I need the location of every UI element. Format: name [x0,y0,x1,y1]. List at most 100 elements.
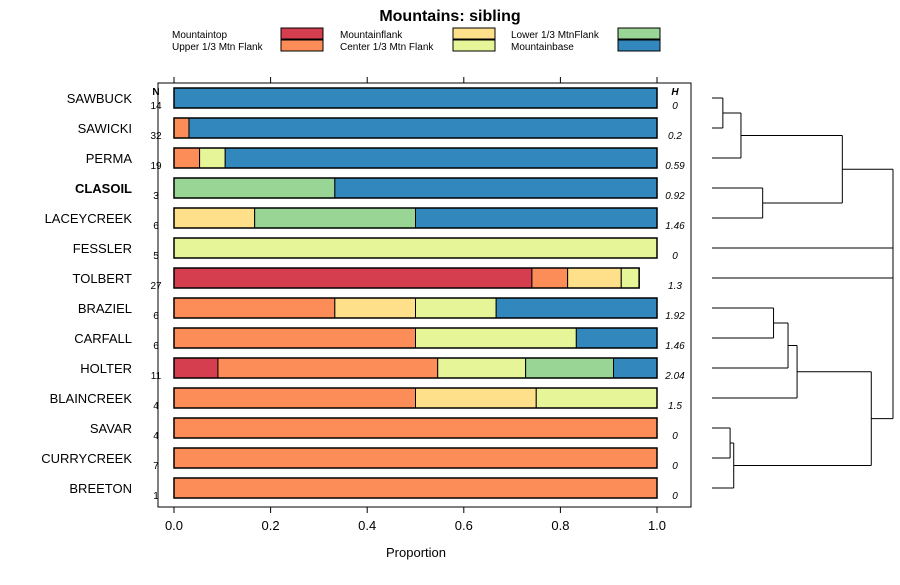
bar-outline [173,477,658,499]
row-h: 1.46 [665,341,685,352]
row-label: TOLBERT [73,271,133,286]
bar-outline [173,387,658,409]
legend-swatch [617,39,661,52]
row-label: CLASOIL [75,181,132,196]
row-n: 5 [153,251,159,262]
bar-segment [173,357,219,379]
row-n: 4 [153,431,159,442]
bar-outline [173,147,658,169]
bar-segment [531,267,569,289]
row-h: 0 [672,251,678,262]
bar-segment [254,207,416,229]
bar-segment [415,297,497,319]
chart-title: Mountains: sibling [379,8,520,25]
row-n: 11 [151,371,162,382]
row-h: 0 [672,461,678,472]
row-h: 0.92 [665,191,685,202]
legend-label: Center 1/3 Mtn Flank [340,42,434,53]
bar-segment [415,387,537,409]
h-column-header: H [671,87,679,98]
bar-segment [173,477,658,499]
row-n: 32 [150,131,162,142]
bar-segment [415,207,658,229]
bar-segment [173,447,658,469]
row-n: 1 [153,491,159,502]
bar-segment [217,357,439,379]
bar-outline [173,447,658,469]
row-h: 0 [672,431,678,442]
row-label: BRAZIEL [78,301,132,316]
bar-segment [495,297,658,319]
x-tick-label: 0.6 [455,518,473,533]
row-label: SAWICKI [78,121,132,136]
bar-segment [575,327,658,349]
bar-segment [173,87,658,109]
bar-segment [620,267,640,289]
legend-swatch [452,27,496,40]
bar-outline [173,417,658,439]
bar-segment [525,357,615,379]
bar-outline [173,267,640,289]
n-column-header: N [152,87,159,98]
bar-outline [173,117,658,139]
bar-segment [173,387,416,409]
legend-label: Upper 1/3 Mtn Flank [172,42,264,53]
x-tick-label: 0.2 [262,518,280,533]
row-label: FESSLER [73,241,132,256]
bar-outline [173,207,658,229]
row-h: 0.59 [665,161,685,172]
row-h: 1.3 [668,281,682,292]
bar-segment [334,297,416,319]
plot-frame [157,82,692,508]
row-n: 6 [153,221,159,232]
row-n: 19 [150,161,162,172]
legend-label: Mountaintop [172,30,227,41]
x-tick-label: 0.4 [358,518,376,533]
bar-segment [567,267,622,289]
x-axis: 0.0 0.2 0.4 0.6 0.8 1.0 [165,507,666,533]
bar-segment [173,267,533,289]
bar-segment [415,327,577,349]
bar-segment [173,117,190,139]
legend-label: Mountainflank [340,30,403,41]
bar-segment [224,147,658,169]
legend-swatch [280,27,324,40]
bar-segment [173,327,416,349]
bar-outline [173,177,658,199]
legend-swatch [452,39,496,52]
bar-outline [173,327,658,349]
row-label: SAWBUCK [67,91,133,106]
row-label: SAVAR [90,421,132,436]
row-n: 27 [150,281,162,292]
bar-outline [173,237,658,259]
row-label: CARFALL [74,331,132,346]
row-label: LACEYCREEK [45,211,133,226]
bar-segment [173,207,256,229]
bar-segment [613,357,658,379]
bar-segment [173,237,658,259]
bar-segment [437,357,527,379]
row-n: 7 [153,461,159,472]
row-h: 0.2 [668,131,682,142]
legend-swatch [280,39,324,52]
row-label: BREETON [69,481,132,496]
row-h: 1.5 [668,401,682,412]
row-n: 3 [153,191,159,202]
x-tick-label: 0.0 [165,518,183,533]
row-n: 6 [153,311,159,322]
row-h: 2.04 [664,371,685,382]
dendrogram [712,97,894,489]
bar-outline [173,297,658,319]
bar-segment [535,387,658,409]
row-n: 4 [153,401,159,412]
x-tick-label: 0.8 [551,518,569,533]
legend-swatch [617,27,661,40]
legend-label: Mountainbase [511,42,574,53]
row-n: 6 [153,341,159,352]
bar-outline [173,87,658,109]
row-h: 0 [672,491,678,502]
bar-segment [173,147,201,169]
row-h: 1.46 [665,221,685,232]
